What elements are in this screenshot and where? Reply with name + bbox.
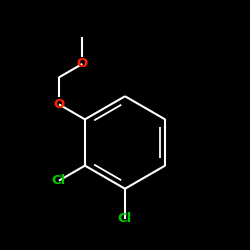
Text: Cl: Cl — [52, 174, 66, 187]
Text: O: O — [53, 98, 64, 111]
Text: O: O — [77, 58, 88, 70]
Text: Cl: Cl — [118, 212, 132, 225]
